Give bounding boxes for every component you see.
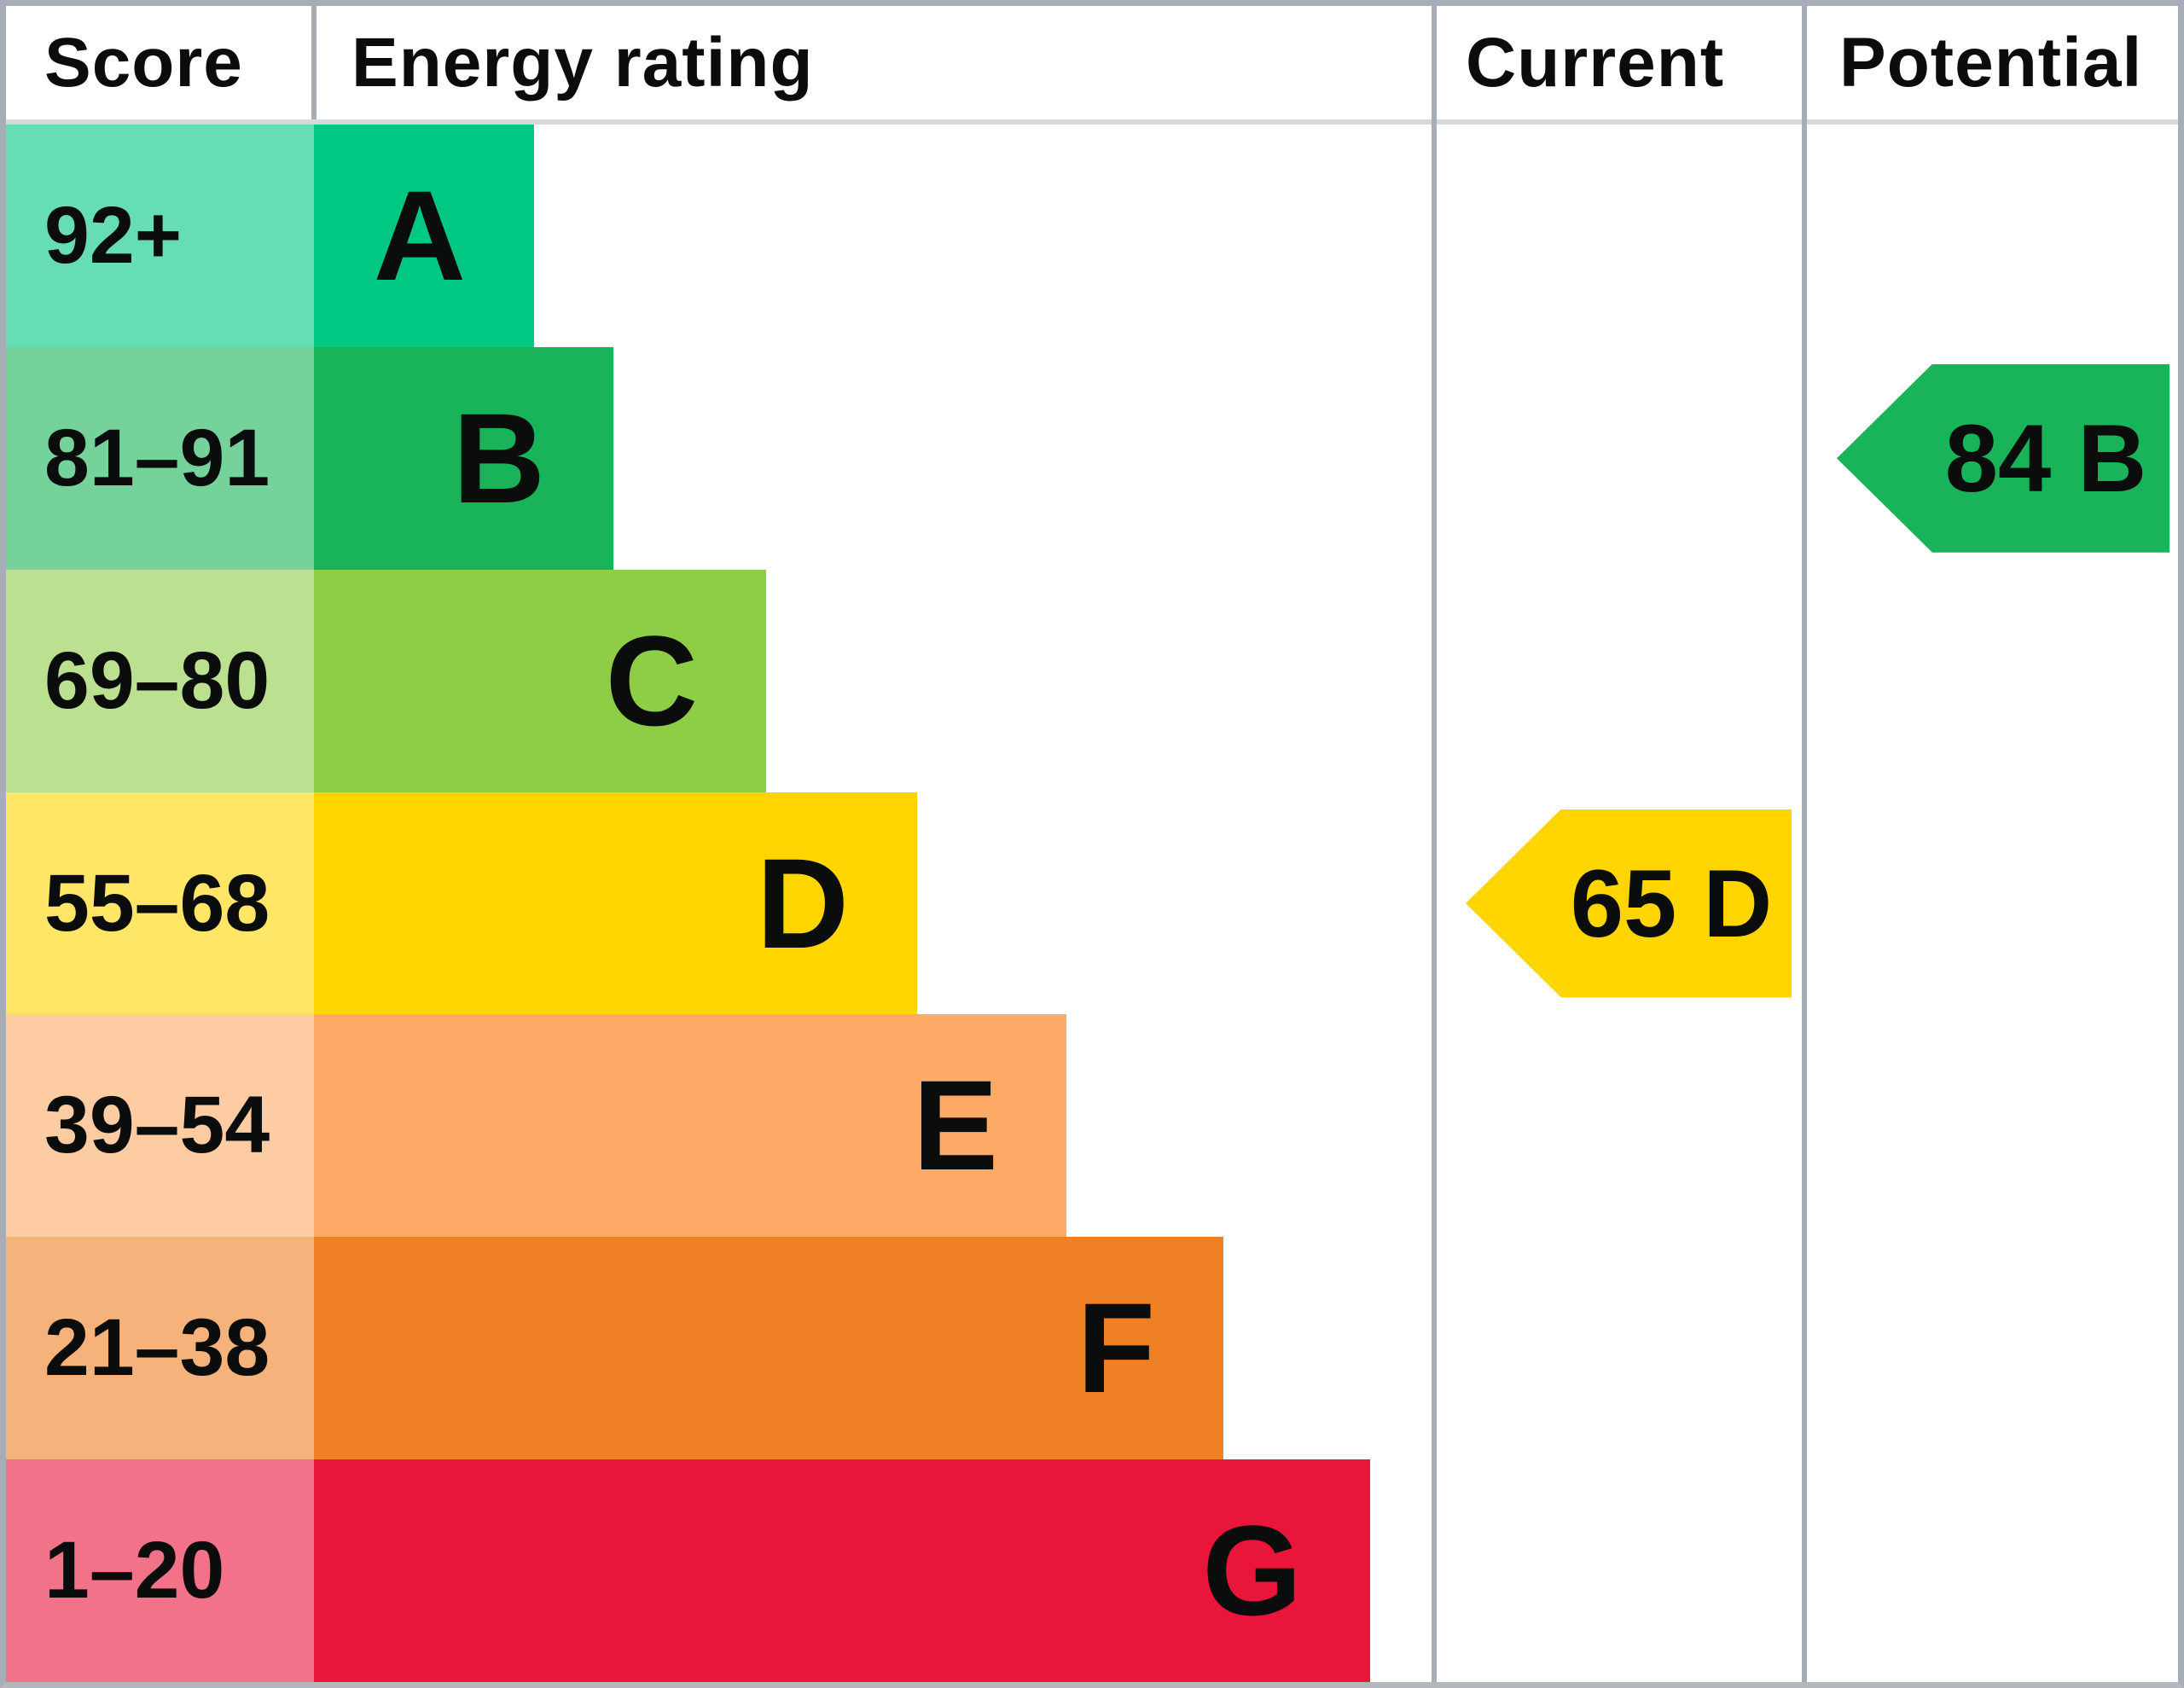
band-row-f: 21–38 F: [6, 1237, 2178, 1460]
score-range-label: 39–54: [44, 1080, 270, 1171]
band-row-e: 39–54 E: [6, 1014, 2178, 1238]
band-bar: C: [314, 569, 766, 792]
score-range-label: 81–91: [44, 412, 270, 503]
band-row-d: 55–68 D: [6, 792, 2178, 1015]
header-potential: Potential: [1839, 23, 2143, 102]
band-letter: B: [452, 386, 545, 530]
header-energy-rating: Energy rating: [351, 23, 814, 102]
current-rating-label: 65 D: [1570, 850, 1773, 957]
band-letter: F: [1077, 1276, 1155, 1420]
score-cell: 81–91: [6, 346, 314, 570]
chart-header: Score Energy rating Current Potential: [6, 6, 2178, 125]
score-range-label: 55–68: [44, 857, 270, 948]
band-row-a: 92+ A: [6, 125, 2178, 347]
score-cell: 39–54: [6, 1014, 314, 1238]
header-current: Current: [1466, 23, 1725, 102]
band-bar: G: [314, 1459, 1370, 1682]
band-row-b: 81–91 B: [6, 346, 2178, 570]
score-cell: 21–38: [6, 1237, 314, 1460]
score-range-label: 92+: [44, 189, 183, 281]
score-range-label: 21–38: [44, 1302, 270, 1394]
potential-rating-label: 84 B: [1944, 404, 2147, 512]
band-letter: D: [756, 831, 849, 975]
band-row-c: 69–80 C: [6, 569, 2178, 792]
band-letter: G: [1202, 1499, 1302, 1643]
score-range-label: 1–20: [44, 1525, 225, 1616]
header-score: Score: [44, 23, 243, 102]
band-bar: D: [314, 792, 917, 1015]
band-letter: C: [605, 608, 698, 752]
band-rows: 92+ A 81–91 B 69–80 C 55–68 D 39–54 E 21…: [6, 125, 2178, 1682]
score-cell: 55–68: [6, 792, 314, 1015]
score-range-label: 69–80: [44, 635, 270, 726]
band-letter: A: [373, 163, 466, 307]
band-bar: E: [314, 1014, 1066, 1238]
divider-score-rating: [311, 6, 317, 119]
band-bar: A: [314, 125, 534, 347]
divider-rating-current: [1432, 6, 1437, 1682]
band-bar: B: [314, 346, 613, 570]
score-cell: 92+: [6, 125, 314, 347]
score-cell: 69–80: [6, 569, 314, 792]
score-cell: 1–20: [6, 1459, 314, 1682]
band-row-g: 1–20 G: [6, 1459, 2178, 1682]
band-bar: F: [314, 1237, 1223, 1460]
band-letter: E: [912, 1053, 998, 1198]
divider-current-potential: [1802, 6, 1807, 1682]
